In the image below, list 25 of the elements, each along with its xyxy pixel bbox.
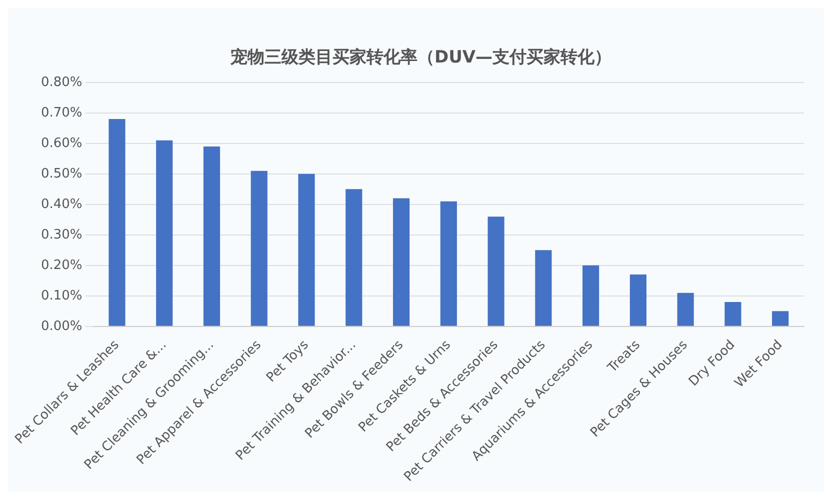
bar [440, 201, 457, 326]
y-tick-label: 0.70% [40, 105, 82, 120]
bar [250, 170, 268, 326]
y-tick-label: 0.80% [40, 74, 82, 90]
bar [724, 302, 742, 326]
chart-title: 宠物三级类目买家转化率（DUV—支付买家转化） [229, 48, 612, 68]
bar [772, 311, 789, 326]
bar [630, 274, 646, 326]
y-tick-label: 0.40% [40, 196, 82, 212]
bar [156, 140, 173, 326]
bar [488, 216, 504, 326]
bar [298, 174, 315, 326]
bar [535, 250, 552, 326]
bar [392, 198, 410, 326]
y-tick-label: 0.50% [40, 166, 82, 182]
y-tick-label: 0.60% [40, 136, 82, 151]
y-tick-label: 0.20% [40, 258, 82, 273]
y-tick-label: 0.30% [40, 227, 82, 242]
bar [203, 146, 220, 326]
y-tick-label: 0.00% [40, 318, 82, 334]
bar [346, 189, 362, 326]
bar [582, 265, 600, 326]
y-tick-label: 0.10% [40, 288, 82, 304]
bar [108, 119, 126, 326]
bar [677, 292, 694, 326]
